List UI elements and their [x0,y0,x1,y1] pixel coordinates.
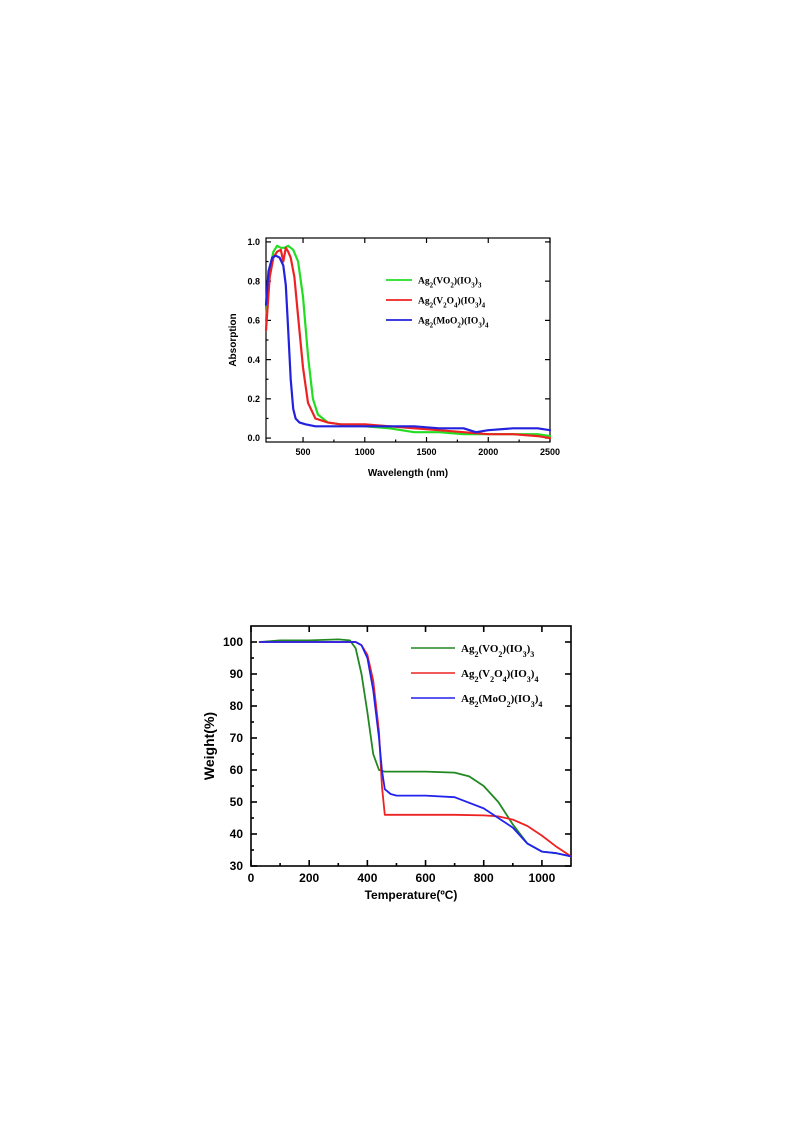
x-tick-label: 2000 [478,447,498,457]
y-tick-label: 80 [230,699,244,713]
y-tick-label: 1.0 [247,237,260,247]
tga-series-line-3 [258,641,572,858]
y-axis-label: Weight(%) [201,712,217,780]
y-tick-label: 90 [230,667,244,681]
y-tick-label: 40 [230,827,244,841]
tga-legend-label-2: Ag2(V2O4)(IO3)4 [461,668,538,684]
y-tick-label: 0.6 [247,316,260,326]
uv-series-line-3 [264,254,552,434]
y-tick-label: 100 [223,635,243,649]
y-tick-label: 70 [230,731,244,745]
tga-legend-label-3: Ag2(MoO2)(IO3)4 [461,693,542,709]
tga-legend-label-1: Ag2(VO2)(IO3)3 [461,643,534,659]
y-tick-label: 50 [230,795,244,809]
x-tick-label: 500 [296,447,311,457]
x-tick-label: 600 [416,871,436,885]
tga-chart-svg: 0 200 400 600 800 1000 30 40 50 60 70 80 90 100 Temper… [201,625,572,902]
y-tick-label: 0.4 [247,355,260,365]
y-tick-label: 60 [230,763,244,777]
tga-weight-loss-chart: 0 200 400 600 800 1000 30 40 50 60 70 80 90 100 Temper… [196,616,581,921]
x-tick-label: 1500 [417,447,437,457]
uv-vis-absorption-chart: 500 1000 1500 2000 2500 0.0 0.2 0.4 0.6 0.8 1.0 Wav… [200,224,570,486]
x-tick-label: 2500 [540,447,560,457]
y-tick-label: 30 [230,859,244,873]
x-tick-label: 800 [474,871,494,885]
uv-legend-label-3: Ag2(MoO2)(IO3)4 [418,315,489,329]
y-tick-label: 0.0 [247,433,260,443]
x-tick-label: 1000 [355,447,375,457]
y-tick-label: 0.8 [247,276,260,286]
x-tick-label: 1000 [529,871,556,885]
x-axis-label: Temperature(ºC) [365,888,458,902]
uv-legend-label-2: Ag2(V2O4)(IO3)4 [418,295,486,309]
uv-series-line-1 [264,244,552,438]
x-tick-label: 400 [357,871,377,885]
uv-series-line-2 [264,246,552,440]
x-axis-label: Wavelength (nm) [368,468,448,479]
x-tick-label: 200 [299,871,319,885]
uv-legend-label-1: Ag2(VO2)(IO3)3 [418,275,482,289]
y-tick-label: 0.2 [247,394,260,404]
y-axis-label: Absorption [228,313,239,366]
tga-series-line-1 [258,638,572,858]
plot-frame [265,237,551,443]
plot-frame [250,625,572,867]
uv-vis-chart-svg: 500 1000 1500 2000 2500 0.0 0.2 0.4 0.6 0.8 1.0 Wav… [228,237,560,479]
x-tick-label: 0 [248,871,255,885]
